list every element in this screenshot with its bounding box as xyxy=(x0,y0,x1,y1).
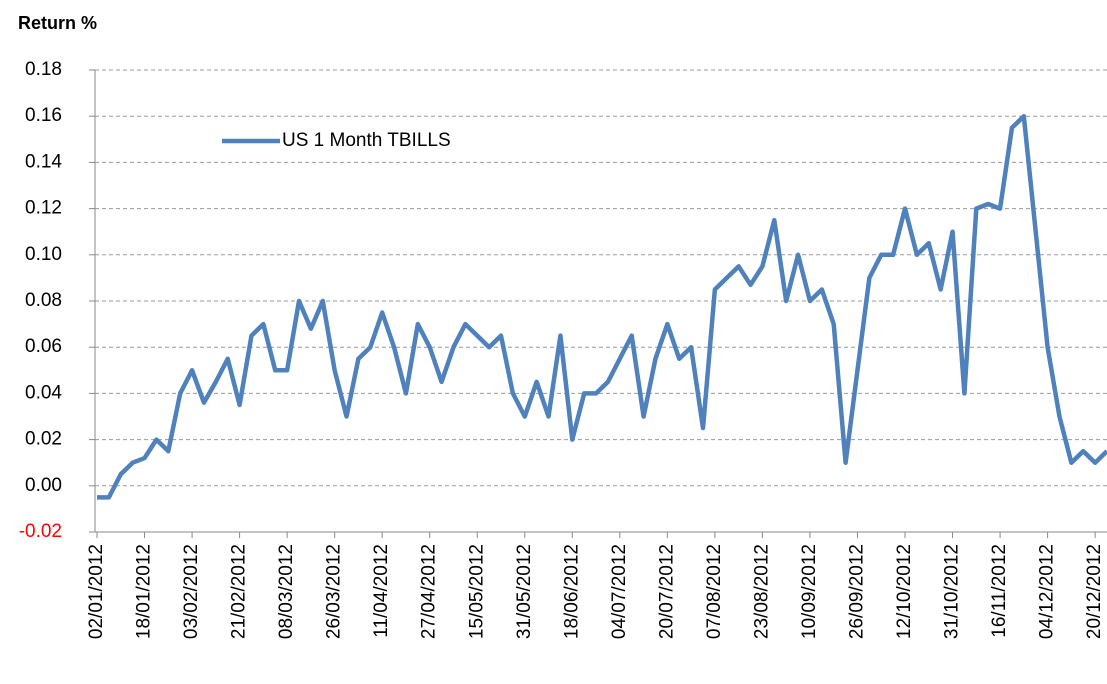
x-tick-label: 26/09/2012 xyxy=(846,544,867,639)
x-tick-label: 04/12/2012 xyxy=(1037,544,1058,639)
y-tick-label: 0.00 xyxy=(25,475,62,496)
x-tick-label: 18/06/2012 xyxy=(561,544,582,639)
x-tick-label: 15/05/2012 xyxy=(466,544,487,639)
x-tick-label: 12/10/2012 xyxy=(894,544,915,639)
x-tick-label: 26/03/2012 xyxy=(324,544,345,639)
y-tick-label: 0.12 xyxy=(25,198,62,219)
x-tick-label: 16/11/2012 xyxy=(989,544,1010,638)
y-tick-label: 0.18 xyxy=(25,59,62,80)
y-tick-label: -0.02 xyxy=(19,521,62,542)
legend-label: US 1 Month TBILLS xyxy=(282,130,451,151)
x-tick-label: 23/08/2012 xyxy=(751,544,772,639)
x-tick-label: 02/01/2012 xyxy=(86,544,107,639)
x-tick-label: 27/04/2012 xyxy=(419,544,440,639)
x-tick-label: 31/10/2012 xyxy=(942,544,963,639)
x-tick-label: 18/01/2012 xyxy=(134,544,155,639)
y-tick-label: 0.10 xyxy=(25,244,62,265)
x-tick-label: 03/02/2012 xyxy=(181,544,202,639)
x-tick-label: 31/05/2012 xyxy=(514,544,535,639)
y-tick-label: 0.06 xyxy=(25,336,62,357)
x-tick-label: 21/02/2012 xyxy=(229,544,250,639)
x-tick-label: 07/08/2012 xyxy=(704,544,725,639)
x-tick-label: 10/09/2012 xyxy=(799,544,820,639)
y-axis-label: Return % xyxy=(18,13,97,33)
x-tick-label: 04/07/2012 xyxy=(609,544,630,639)
data-line xyxy=(97,113,1107,500)
x-tick-label: 20/12/2012 xyxy=(1084,544,1105,639)
y-tick-label: 0.02 xyxy=(25,429,62,450)
x-tick-label: 08/03/2012 xyxy=(276,544,297,639)
y-tick-label: 0.14 xyxy=(25,151,62,172)
y-tick-label: 0.04 xyxy=(25,382,62,403)
y-tick-label: 0.08 xyxy=(25,290,62,311)
x-tick-label: 20/07/2012 xyxy=(656,544,677,639)
y-tick-label: 0.16 xyxy=(25,105,62,126)
x-tick-label: 11/04/2012 xyxy=(371,544,392,638)
